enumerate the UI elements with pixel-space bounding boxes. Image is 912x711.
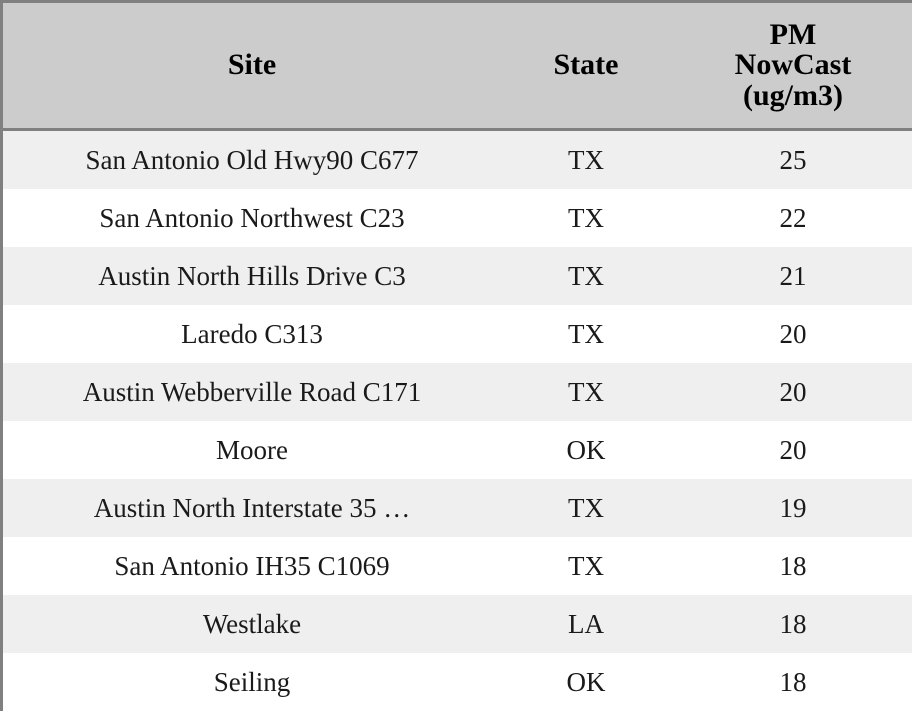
cell-state: OK	[501, 421, 671, 479]
cell-pm-nowcast: 18	[671, 595, 912, 653]
table-row[interactable]: San Antonio Old Hwy90 C677 TX 25	[3, 129, 912, 189]
cell-state: TX	[501, 537, 671, 595]
cell-site: Westlake	[3, 595, 501, 653]
cell-pm-nowcast: 21	[671, 247, 912, 305]
cell-site: Austin Webberville Road C171	[3, 363, 501, 421]
cell-pm-nowcast: 18	[671, 653, 912, 711]
header-row: Site State PM NowCast (ug/m3)	[3, 3, 912, 131]
table-row[interactable]: Austin North Hills Drive C3 TX 21	[3, 247, 912, 305]
cell-pm-nowcast: 19	[671, 479, 912, 537]
table-row[interactable]: San Antonio Northwest C23 TX 22	[3, 189, 912, 247]
cell-site: San Antonio Old Hwy90 C677	[3, 129, 501, 189]
cell-state: TX	[501, 129, 671, 189]
column-header-pm-nowcast-line2: NowCast	[734, 48, 852, 82]
column-header-pm-nowcast-line1: PM	[769, 17, 817, 51]
table-row[interactable]: Laredo C313 TX 20	[3, 305, 912, 363]
cell-state: LA	[501, 595, 671, 653]
cell-site: San Antonio IH35 C1069	[3, 537, 501, 595]
table-row[interactable]: Moore OK 20	[3, 421, 912, 479]
column-header-pm-nowcast-line3: (ug/m3)	[743, 78, 843, 112]
cell-state: TX	[501, 479, 671, 537]
cell-pm-nowcast: 20	[671, 305, 912, 363]
table-row[interactable]: Austin North Interstate 35 … TX 19	[3, 479, 912, 537]
column-header-pm-nowcast[interactable]: PM NowCast (ug/m3)	[671, 3, 912, 131]
cell-pm-nowcast: 18	[671, 537, 912, 595]
cell-site: Austin North Hills Drive C3	[3, 247, 501, 305]
cell-pm-nowcast: 20	[671, 421, 912, 479]
table-row[interactable]: Westlake LA 18	[3, 595, 912, 653]
cell-state: TX	[501, 305, 671, 363]
cell-site: Seiling	[3, 653, 501, 711]
cell-pm-nowcast: 25	[671, 129, 912, 189]
cell-site: Austin North Interstate 35 …	[3, 479, 501, 537]
table-row[interactable]: Austin Webberville Road C171 TX 20	[3, 363, 912, 421]
cell-state: TX	[501, 189, 671, 247]
cell-site: Laredo C313	[3, 305, 501, 363]
cell-state: TX	[501, 363, 671, 421]
cell-state: OK	[501, 653, 671, 711]
cell-pm-nowcast: 20	[671, 363, 912, 421]
column-header-site-label: Site	[227, 48, 277, 82]
cell-pm-nowcast: 22	[671, 189, 912, 247]
column-header-site[interactable]: Site	[3, 3, 501, 131]
air-quality-table: Site State PM NowCast (ug/m3) San Antoni…	[3, 3, 912, 711]
table-header: Site State PM NowCast (ug/m3)	[3, 3, 912, 131]
column-header-state-label: State	[553, 48, 619, 82]
column-header-state[interactable]: State	[501, 3, 671, 131]
table-row[interactable]: San Antonio IH35 C1069 TX 18	[3, 537, 912, 595]
table-body: San Antonio Old Hwy90 C677 TX 25 San Ant…	[3, 129, 912, 711]
cell-site: Moore	[3, 421, 501, 479]
cell-site: San Antonio Northwest C23	[3, 189, 501, 247]
table-row[interactable]: Seiling OK 18	[3, 653, 912, 711]
cell-state: TX	[501, 247, 671, 305]
